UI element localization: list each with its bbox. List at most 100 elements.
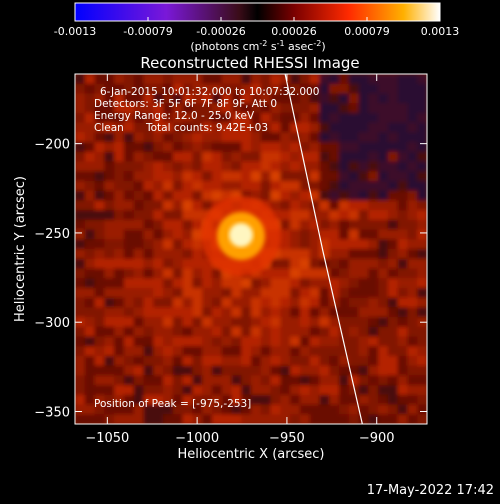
- heatmap-cell: [182, 239, 193, 250]
- heatmap-cell: [94, 239, 105, 250]
- heatmap-cell: [378, 112, 389, 124]
- heatmap-cell: [133, 74, 145, 85]
- heatmap-cell: [319, 151, 330, 163]
- heatmap-cell: [75, 375, 86, 386]
- heatmap-cell: [172, 74, 184, 85]
- heatmap-cell: [84, 239, 96, 250]
- heatmap-cell: [84, 74, 96, 85]
- heatmap-cell: [368, 210, 379, 221]
- heatmap-cell: [270, 151, 281, 163]
- heatmap-cell: [143, 200, 154, 211]
- heatmap-cell: [407, 219, 418, 231]
- heatmap-cell: [387, 93, 399, 104]
- heatmap-cell: [378, 74, 389, 85]
- heatmap-cell: [329, 239, 340, 250]
- heatmap-cell: [143, 83, 154, 95]
- heatmap-cell: [84, 326, 96, 338]
- heatmap-cell: [309, 268, 321, 279]
- heatmap-cell: [329, 404, 340, 415]
- heatmap-cell: [182, 404, 193, 415]
- heatmap-cell: [241, 171, 252, 182]
- heatmap-cell: [251, 375, 262, 386]
- heatmap-cell: [417, 171, 427, 182]
- heatmap-cell: [378, 355, 389, 367]
- heatmap-cell: [163, 326, 174, 338]
- heatmap-cell: [123, 249, 135, 260]
- heatmap-cell: [163, 317, 174, 328]
- heatmap-cell: [75, 268, 86, 279]
- heatmap-cell: [143, 365, 154, 376]
- heatmap-cell: [84, 142, 96, 153]
- heatmap-cell: [280, 103, 291, 114]
- heatmap-cell: [358, 258, 369, 270]
- heatmap-cell: [260, 151, 272, 163]
- heatmap-cell: [407, 346, 418, 357]
- heatmap-cell: [378, 268, 389, 279]
- heatmap-cell: [241, 297, 252, 308]
- heatmap-cell: [339, 365, 350, 376]
- heatmap-cell: [104, 239, 115, 250]
- heatmap-cell: [339, 122, 350, 133]
- heatmap-cell: [202, 385, 213, 396]
- heatmap-cell: [84, 307, 96, 318]
- heatmap-cell: [407, 365, 418, 376]
- heatmap-cell: [387, 249, 399, 260]
- heatmap-cell: [378, 171, 389, 182]
- heatmap-cell: [387, 151, 399, 163]
- heatmap-cell: [153, 190, 164, 201]
- heatmap-cell: [329, 171, 340, 182]
- heatmap-cell: [143, 142, 154, 153]
- heatmap-cell: [221, 287, 233, 299]
- heatmap-cell: [231, 375, 242, 386]
- heatmap-cell: [319, 219, 330, 231]
- heatmap-cell: [348, 355, 360, 367]
- annotation-time: 6-Jan-2015 10:01:32.000 to 10:07:32.000: [100, 86, 319, 98]
- heatmap-cell: [123, 287, 135, 299]
- heatmap-cell: [163, 190, 174, 201]
- heatmap-cell: [241, 151, 252, 163]
- heatmap-cell: [329, 258, 340, 270]
- heatmap-cell: [221, 297, 233, 308]
- heatmap-cell: [309, 249, 321, 260]
- heatmap-cell: [397, 229, 409, 240]
- colorbar-tick-label: 0.00079: [344, 25, 390, 38]
- heatmap-cell: [104, 229, 115, 240]
- heatmap-cell: [172, 239, 184, 250]
- heatmap-cell: [241, 190, 252, 201]
- heatmap-cell: [182, 180, 193, 192]
- heatmap-cell: [378, 142, 389, 153]
- heatmap-cell: [309, 287, 321, 299]
- heatmap-cell: [192, 317, 203, 328]
- heatmap-cell: [329, 112, 340, 124]
- heatmap-cell: [143, 336, 154, 347]
- heatmap-cell: [290, 219, 301, 231]
- heatmap-cell: [358, 229, 369, 240]
- heatmap-cell: [153, 317, 164, 328]
- heatmap-cell: [192, 297, 203, 308]
- heatmap-cell: [163, 404, 174, 415]
- heatmap-cell: [348, 346, 360, 357]
- heatmap-cell: [172, 93, 184, 104]
- heatmap-cell: [387, 317, 399, 328]
- heatmap-cell: [114, 385, 125, 396]
- heatmap-cell: [172, 317, 184, 328]
- heatmap-cell: [143, 249, 154, 260]
- heatmap-cell: [231, 317, 242, 328]
- heatmap-cell: [172, 394, 184, 406]
- heatmap-cell: [231, 307, 242, 318]
- heatmap-cell: [114, 404, 125, 415]
- heatmap-cell: [397, 336, 409, 347]
- heatmap-cell: [309, 229, 321, 240]
- heatmap-cell: [75, 385, 86, 396]
- heatmap-cell: [378, 258, 389, 270]
- heatmap-cell: [309, 365, 321, 376]
- heatmap-cell: [211, 103, 223, 114]
- heatmap-cell: [123, 103, 135, 114]
- heatmap-cell: [202, 287, 213, 299]
- heatmap-cell: [280, 112, 291, 124]
- heatmap-cell: [280, 229, 291, 240]
- heatmap-cell: [202, 375, 213, 386]
- heatmap-cell: [270, 278, 281, 289]
- heatmap-cell: [319, 161, 330, 172]
- heatmap-cell: [153, 278, 164, 289]
